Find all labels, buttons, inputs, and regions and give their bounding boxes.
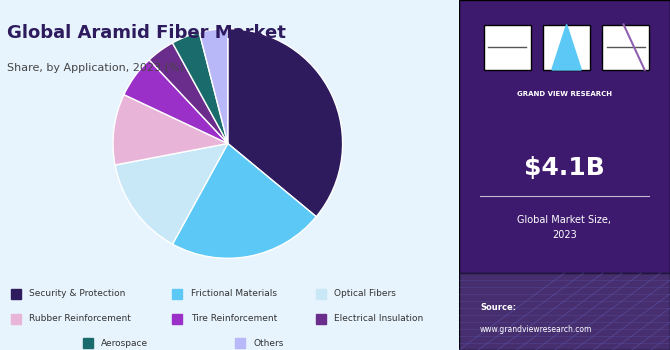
Text: Others: Others [254,338,284,348]
Text: Tire Reinforcement: Tire Reinforcement [191,314,277,323]
Wedge shape [172,32,228,144]
Wedge shape [228,29,342,217]
FancyBboxPatch shape [543,25,590,70]
Text: Aerospace: Aerospace [101,338,148,348]
Text: Global Market Size,
2023: Global Market Size, 2023 [517,216,612,239]
Polygon shape [552,25,582,70]
Wedge shape [149,43,228,144]
Text: Rubber Reinforcement: Rubber Reinforcement [29,314,131,323]
Text: Electrical Insulation: Electrical Insulation [334,314,423,323]
FancyBboxPatch shape [602,25,649,70]
Text: Security & Protection: Security & Protection [29,289,125,299]
Text: $4.1B: $4.1B [524,156,605,180]
Text: Frictional Materials: Frictional Materials [191,289,277,299]
Text: Optical Fibers: Optical Fibers [334,289,396,299]
FancyBboxPatch shape [484,25,531,70]
Wedge shape [115,144,228,244]
FancyBboxPatch shape [459,273,670,350]
Text: www.grandviewresearch.com: www.grandviewresearch.com [480,324,592,334]
Wedge shape [199,29,228,144]
FancyBboxPatch shape [459,0,670,350]
Text: Share, by Application, 2023 (%): Share, by Application, 2023 (%) [7,63,184,73]
Wedge shape [172,144,316,258]
Wedge shape [124,60,228,144]
Wedge shape [113,94,228,165]
Text: GRAND VIEW RESEARCH: GRAND VIEW RESEARCH [517,91,612,98]
Text: Global Aramid Fiber Market: Global Aramid Fiber Market [7,25,285,42]
Text: Source:: Source: [480,303,516,313]
